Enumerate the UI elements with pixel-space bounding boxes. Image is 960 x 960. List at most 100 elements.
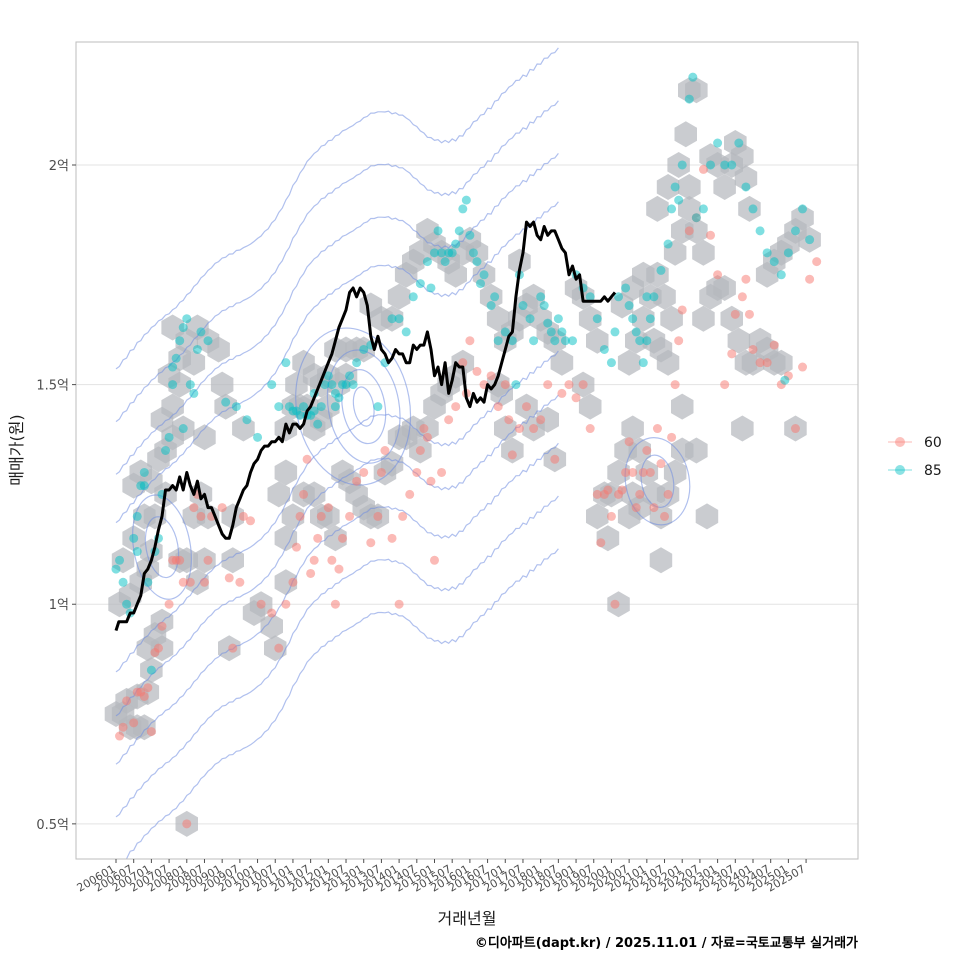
- data-point-60: [585, 424, 595, 434]
- data-point-85: [645, 314, 655, 324]
- data-point-85: [727, 160, 737, 170]
- data-point-85: [178, 424, 188, 434]
- y-tick-label: 2억: [49, 159, 69, 174]
- hexbin-cell: [727, 327, 751, 354]
- data-point-85: [560, 336, 570, 346]
- data-point-85: [122, 599, 132, 609]
- data-point-85: [568, 336, 578, 346]
- data-point-60: [652, 424, 662, 434]
- legend-key-point-85: [895, 465, 905, 475]
- data-point-85: [476, 279, 486, 289]
- data-point-85: [309, 406, 319, 416]
- data-point-85: [267, 380, 277, 390]
- hexbin-cell: [678, 174, 701, 200]
- data-point-85: [359, 344, 369, 354]
- data-point-60: [189, 503, 199, 513]
- data-point-85: [631, 327, 641, 337]
- hexbin-cell: [508, 248, 531, 275]
- data-point-60: [238, 511, 248, 521]
- data-point-60: [624, 437, 634, 447]
- data-point-60: [504, 415, 514, 425]
- data-point-85: [621, 283, 631, 293]
- legend-entry-60: 60: [888, 435, 942, 451]
- data-point-85: [387, 314, 397, 324]
- hexbin-cell: [380, 450, 404, 477]
- data-point-85: [684, 94, 694, 104]
- data-point-60: [645, 467, 655, 477]
- data-point-60: [564, 380, 574, 390]
- data-point-85: [461, 195, 471, 205]
- data-point-60: [323, 503, 333, 513]
- data-point-60: [730, 309, 740, 319]
- data-point-60: [281, 599, 291, 609]
- hexbin-cell: [317, 503, 340, 530]
- data-point-60: [674, 336, 684, 346]
- data-point-60: [228, 643, 238, 653]
- data-point-60: [748, 344, 758, 354]
- data-point-60: [245, 516, 255, 526]
- data-point-60: [291, 542, 301, 552]
- hexbin-cell: [617, 349, 641, 376]
- data-point-85: [667, 204, 677, 214]
- data-point-85: [479, 270, 489, 280]
- data-point-85: [203, 336, 213, 346]
- density-contour-ring: [341, 369, 387, 445]
- density-contour: [115, 394, 559, 717]
- data-point-85: [741, 182, 751, 192]
- data-point-60: [578, 380, 588, 390]
- data-point-85: [610, 327, 620, 337]
- data-point-60: [182, 819, 192, 829]
- hexbin-cell: [210, 371, 234, 398]
- density-contour: [115, 495, 559, 818]
- hexbin-cell: [274, 459, 298, 486]
- scatter-points: [111, 72, 822, 829]
- data-point-85: [447, 248, 457, 258]
- hexbin-cell: [674, 121, 697, 148]
- source-caption: ©디아파트(dapt.kr) / 2025.11.01 / 자료=국토교통부 실…: [475, 935, 858, 951]
- data-point-85: [330, 402, 340, 412]
- data-point-85: [536, 292, 546, 302]
- data-point-85: [454, 226, 464, 236]
- data-point-60: [139, 691, 149, 701]
- data-point-85: [182, 314, 192, 324]
- data-point-60: [507, 450, 517, 460]
- data-point-60: [376, 467, 386, 477]
- data-point-85: [345, 371, 355, 381]
- data-point-60: [359, 467, 369, 477]
- data-point-85: [348, 380, 358, 390]
- data-point-85: [734, 138, 744, 148]
- data-point-60: [334, 564, 344, 574]
- hexbin-cell: [207, 336, 230, 363]
- data-point-85: [769, 257, 779, 267]
- y-tick-label: 0.5억: [36, 818, 69, 833]
- density-contour-ring: [352, 386, 375, 427]
- data-point-60: [256, 599, 266, 609]
- data-point-60: [235, 577, 245, 587]
- data-point-85: [642, 336, 652, 346]
- data-point-85: [192, 344, 202, 354]
- data-point-85: [139, 467, 149, 477]
- data-point-60: [790, 424, 800, 434]
- data-point-85: [539, 301, 549, 311]
- hexbin-cell: [267, 481, 290, 508]
- data-point-60: [380, 446, 390, 455]
- data-point-85: [490, 292, 500, 302]
- data-point-60: [677, 305, 687, 315]
- data-point-60: [437, 467, 447, 477]
- data-point-60: [670, 380, 680, 390]
- hexbin-cell: [260, 613, 283, 640]
- data-point-85: [790, 226, 800, 236]
- data-point-60: [203, 555, 213, 565]
- data-point-85: [118, 577, 128, 587]
- data-point-60: [316, 511, 326, 521]
- hexbin-cell: [182, 349, 206, 376]
- data-point-85: [493, 336, 503, 346]
- data-point-85: [451, 239, 461, 249]
- data-point-85: [196, 327, 206, 337]
- data-point-85: [334, 393, 344, 403]
- data-point-85: [429, 248, 439, 258]
- legend-entry-85: 85: [888, 463, 942, 479]
- y-tick-label: 1.5억: [36, 379, 69, 394]
- trend-line-layer: [114, 220, 617, 632]
- hexbin-cell: [186, 569, 209, 596]
